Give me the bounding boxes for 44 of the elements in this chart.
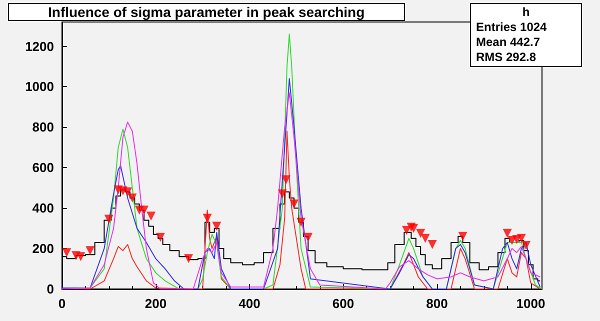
point	[428, 240, 437, 249]
point	[212, 222, 222, 231]
x-tick-label: 800	[426, 296, 448, 311]
point	[202, 214, 212, 223]
x-tick-label: 1000	[516, 296, 546, 311]
y-tick-label: 1200	[25, 38, 54, 54]
point	[402, 226, 412, 235]
point	[458, 232, 468, 241]
stats-box: h Entries 1024 Mean 442.7 RMS 292.8	[470, 3, 582, 67]
annotation: Entries 1024	[475, 20, 548, 35]
point	[409, 224, 418, 233]
point	[62, 248, 72, 258]
point	[156, 232, 165, 242]
point	[86, 246, 95, 256]
x-tick-label: 200	[144, 296, 167, 311]
x-tick-label: 0	[58, 296, 66, 311]
y-tick-label: 800	[32, 120, 54, 135]
point	[516, 234, 526, 243]
point	[416, 228, 426, 238]
point	[104, 214, 114, 224]
point	[304, 232, 313, 242]
x-tick-label: 600	[332, 296, 354, 311]
point	[76, 252, 86, 262]
point	[290, 200, 299, 209]
point	[420, 234, 430, 243]
point	[146, 212, 156, 221]
point	[296, 218, 306, 227]
y-tick-label: 1000	[25, 79, 54, 94]
y-tick-label: 400	[32, 200, 54, 216]
annotation: Mean 442.7	[475, 35, 542, 50]
point	[184, 254, 194, 264]
y-tick-label: 0	[46, 282, 54, 296]
point	[140, 206, 149, 215]
point	[128, 193, 137, 202]
point	[502, 228, 512, 238]
point	[522, 241, 531, 250]
chart-title: Influence of sigma parameter in peak searching	[48, 4, 365, 20]
y-tick-label: 600	[32, 160, 54, 176]
annotation: RMS 292.8	[475, 50, 538, 65]
x-tick-label: 400	[238, 296, 260, 311]
point	[282, 175, 291, 184]
point	[278, 189, 287, 198]
point	[123, 187, 132, 196]
y-tick-label: 200	[32, 241, 54, 256]
